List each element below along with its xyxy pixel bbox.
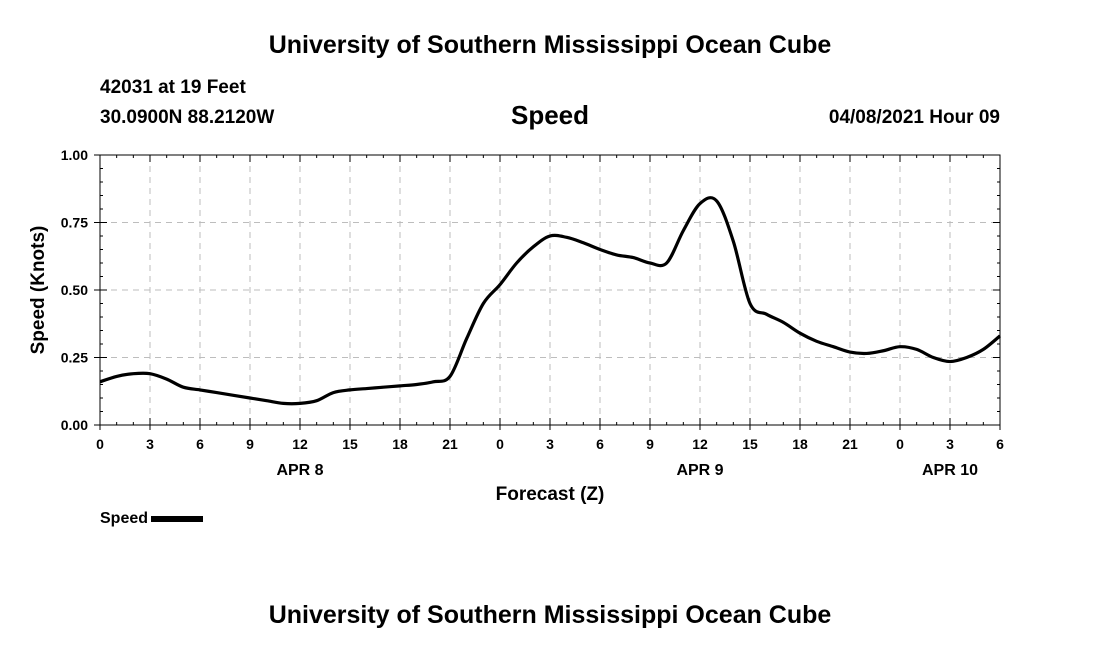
x-tick-label: 3 <box>146 436 154 452</box>
x-tick-label: 9 <box>246 436 254 452</box>
legend-swatch <box>151 515 204 522</box>
x-tick-label: 0 <box>496 436 504 452</box>
coordinates-label: 30.0900N 88.2120W <box>100 107 275 128</box>
footer-title: University of Southern Mississippi Ocean… <box>268 601 832 629</box>
day-label: APR 8 <box>276 462 323 479</box>
x-tick-label: 15 <box>742 436 758 452</box>
chart-title: University of Southern Mississippi Ocean… <box>268 31 832 59</box>
datetime-label: 04/08/2021 Hour 09 <box>828 107 1000 128</box>
x-tick-label: 12 <box>692 436 708 452</box>
station-label: 42031 at 19 Feet <box>100 77 246 98</box>
x-tick-label: 21 <box>842 436 858 452</box>
x-tick-label: 0 <box>96 436 104 452</box>
legend-label: Speed <box>100 510 149 527</box>
y-tick-label: 0.50 <box>61 282 88 298</box>
x-tick-label: 18 <box>392 436 408 452</box>
variable-title: Speed <box>510 100 590 130</box>
x-tick-label: 3 <box>946 436 954 452</box>
x-tick-label: 18 <box>792 436 808 452</box>
x-tick-label: 12 <box>292 436 308 452</box>
x-axis-label: Forecast (Z) <box>496 484 605 505</box>
legend: Speed <box>100 510 204 528</box>
y-tick-label: 0.75 <box>61 215 88 231</box>
x-tick-label: 6 <box>196 436 204 452</box>
y-tick-label: 0.00 <box>61 417 88 433</box>
day-label: APR 9 <box>676 462 723 479</box>
y-tick-label: 1.00 <box>61 147 88 163</box>
y-axis-label: Speed (Knots) <box>28 226 49 355</box>
x-tick-label: 6 <box>996 436 1004 452</box>
day-label: APR 10 <box>922 462 978 479</box>
x-tick-label: 21 <box>442 436 458 452</box>
x-tick-label: 3 <box>546 436 554 452</box>
grid <box>100 155 1000 425</box>
x-tick-label: 6 <box>596 436 604 452</box>
x-tick-label: 15 <box>342 436 358 452</box>
series-layer <box>99 196 1002 406</box>
x-tick-label: 0 <box>896 436 904 452</box>
series-line-speed <box>99 196 1002 406</box>
x-tick-label: 9 <box>646 436 654 452</box>
axis-labels: 0 3 6 9 12 15 18 21 0 3 6 9 12 15 18 21 0 3 6 APR 8 APR 9 APR… <box>28 147 1004 505</box>
axes <box>94 154 1001 430</box>
y-tick-label: 0.25 <box>61 350 88 366</box>
